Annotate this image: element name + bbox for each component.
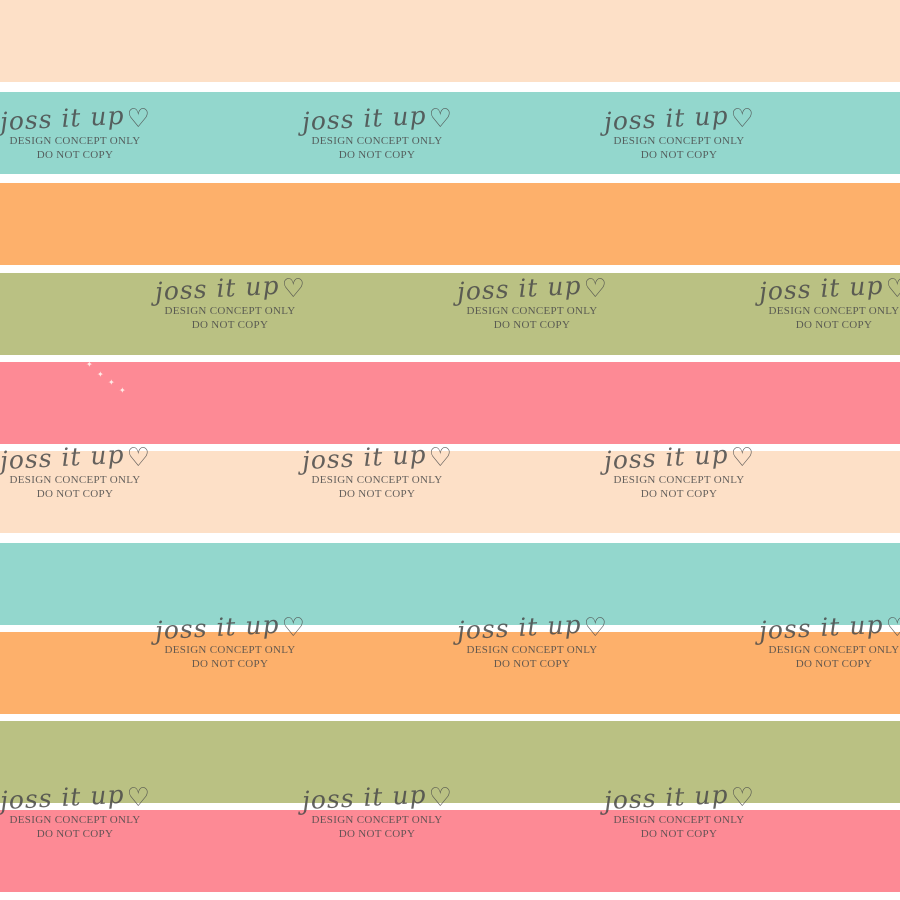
stripe-orange — [0, 183, 900, 265]
sparkle-icon: ✦ — [119, 386, 126, 395]
stripe-teal — [0, 92, 900, 174]
stripe-teal — [0, 543, 900, 625]
sparkle-icon: ✦ — [108, 378, 115, 387]
stripe-peach — [0, 0, 900, 82]
stripe-peach — [0, 451, 900, 533]
stripe-pink — [0, 362, 900, 444]
stripe-orange — [0, 632, 900, 714]
stripe-olive — [0, 273, 900, 355]
sparkle-icon: ✦ — [86, 360, 93, 369]
stripe-pink — [0, 810, 900, 892]
sparkle-icon: ✦ — [97, 370, 104, 379]
stripe-olive — [0, 721, 900, 803]
